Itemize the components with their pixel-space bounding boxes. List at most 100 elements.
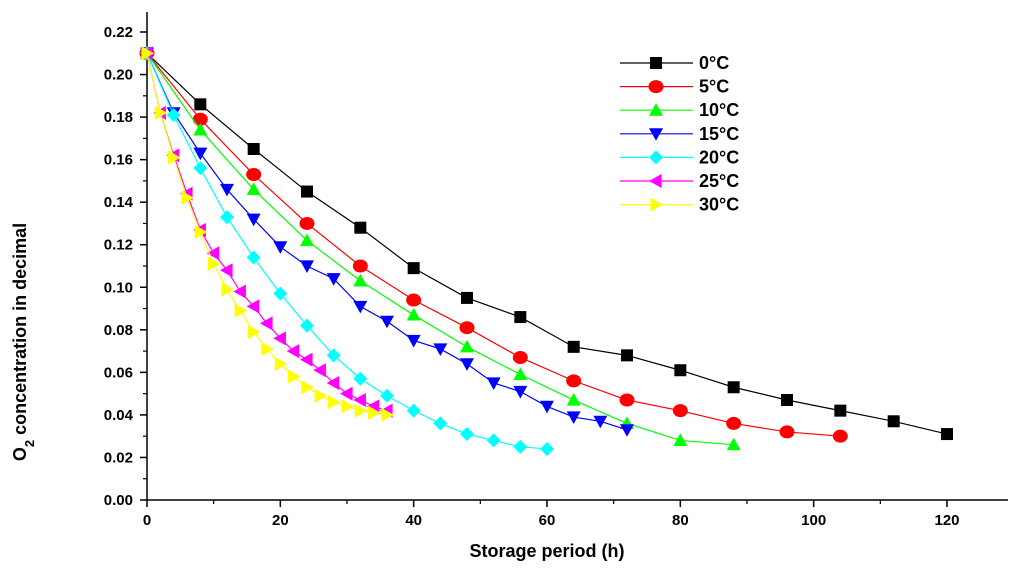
data-point-20c — [166, 107, 181, 122]
data-point-25c — [233, 284, 246, 299]
series-line-5c — [146, 52, 841, 437]
legend-item-10c: 10°C — [620, 100, 739, 120]
data-point-25c — [340, 386, 353, 401]
series-30c — [141, 46, 394, 422]
data-point-20c — [406, 403, 421, 418]
data-point-25c — [246, 299, 260, 314]
legend-marker-25c — [649, 174, 662, 188]
data-point-5c — [512, 350, 528, 364]
x-tick-label: 20 — [272, 512, 289, 529]
data-point-0c — [194, 98, 207, 111]
series-line-10c — [146, 52, 734, 446]
data-point-20c — [433, 416, 448, 431]
data-point-30c — [221, 282, 234, 297]
legend-label-0c: 0°C — [699, 53, 729, 73]
data-point-20c — [326, 348, 341, 363]
data-point-30c — [194, 224, 208, 239]
series-line-0c — [146, 52, 948, 435]
data-point-0c — [941, 428, 953, 441]
x-axis-ticks: 0 20 40 60 80 100 120 — [143, 500, 960, 529]
data-point-10c — [460, 339, 474, 353]
series-20c — [140, 46, 554, 456]
data-point-20c — [300, 318, 314, 333]
data-point-30c — [234, 303, 248, 318]
data-point-30c — [328, 395, 341, 410]
series-line-20c — [146, 53, 548, 450]
data-point-15c — [406, 334, 421, 348]
legend-marker-10c — [649, 103, 663, 116]
data-point-30c — [154, 105, 168, 120]
y-tick-label: 0.08 — [104, 322, 133, 339]
data-point-0c — [461, 291, 473, 304]
data-point-20c — [513, 439, 528, 454]
data-point-10c — [726, 437, 741, 451]
data-point-5c — [299, 216, 315, 230]
legend-item-30c: 30°C — [620, 195, 739, 215]
series-line-30c — [146, 53, 388, 416]
y-tick-label: 0.04 — [104, 407, 134, 424]
x-tick-label: 40 — [405, 512, 422, 529]
data-point-0c — [834, 404, 847, 417]
legend-label-25c: 25°C — [699, 171, 739, 191]
data-point-20c — [246, 250, 261, 265]
data-point-20c — [460, 427, 474, 442]
data-point-5c — [619, 393, 635, 407]
y-axis-title-subscript: 2 — [22, 440, 37, 447]
data-point-0c — [621, 349, 633, 362]
data-point-5c — [192, 112, 208, 126]
data-point-15c — [326, 273, 341, 286]
data-point-25c — [300, 352, 313, 367]
y-axis-title-main: O — [10, 447, 30, 461]
data-point-15c — [380, 315, 394, 329]
legend-label-10c: 10°C — [699, 100, 739, 120]
y-tick-label: 0.02 — [104, 449, 133, 466]
data-point-5c — [566, 374, 582, 388]
data-point-15c — [460, 358, 474, 371]
y-tick-label: 0.16 — [104, 152, 133, 169]
y-axis-title: O2 concentration in decimal — [10, 223, 37, 461]
data-point-30c — [248, 324, 261, 339]
y-axis-title-rest: concentration in decimal — [10, 223, 30, 440]
data-point-10c — [406, 307, 421, 321]
data-point-25c — [286, 344, 300, 359]
y-tick-label: 0.12 — [104, 237, 133, 254]
data-point-25c — [353, 393, 366, 408]
legend-label-15c: 15°C — [699, 124, 739, 144]
data-point-15c — [220, 183, 234, 197]
data-point-30c — [274, 356, 288, 371]
legend-item-0c: 0°C — [620, 53, 729, 73]
legend-label-20c: 20°C — [699, 147, 739, 167]
series-15c — [140, 47, 634, 437]
data-point-20c — [486, 433, 501, 448]
legend-item-15c: 15°C — [620, 124, 739, 144]
data-point-25c — [313, 363, 326, 378]
data-point-15c — [486, 377, 501, 390]
data-point-10c — [566, 393, 581, 406]
data-point-30c — [368, 405, 381, 420]
data-point-25c — [366, 399, 380, 414]
data-point-15c — [433, 343, 448, 356]
data-point-30c — [181, 190, 194, 205]
data-point-15c — [273, 241, 288, 254]
series-10c — [140, 46, 741, 451]
data-point-0c — [247, 143, 260, 155]
data-point-5c — [726, 416, 742, 430]
data-point-15c — [246, 213, 261, 227]
x-tick-label: 60 — [539, 512, 556, 529]
data-point-15c — [300, 260, 314, 273]
series-line-25c — [146, 53, 388, 412]
data-point-15c — [353, 300, 368, 314]
data-point-5c — [406, 293, 422, 307]
data-point-30c — [381, 407, 394, 422]
data-point-25c — [273, 331, 286, 346]
y-tick-label: 0.00 — [104, 492, 133, 509]
legend-item-5c: 5°C — [620, 77, 729, 97]
y-tick-label: 0.10 — [104, 279, 133, 296]
data-point-0c — [887, 415, 900, 428]
data-point-30c — [288, 369, 301, 384]
data-point-30c — [301, 380, 314, 395]
y-tick-label: 0.18 — [104, 109, 133, 126]
data-point-10c — [300, 233, 314, 247]
y-axis-ticks: 0.00 0.02 0.04 0.06 0.08 0.10 0.12 0.14 0.16 0.18… — [104, 24, 147, 509]
